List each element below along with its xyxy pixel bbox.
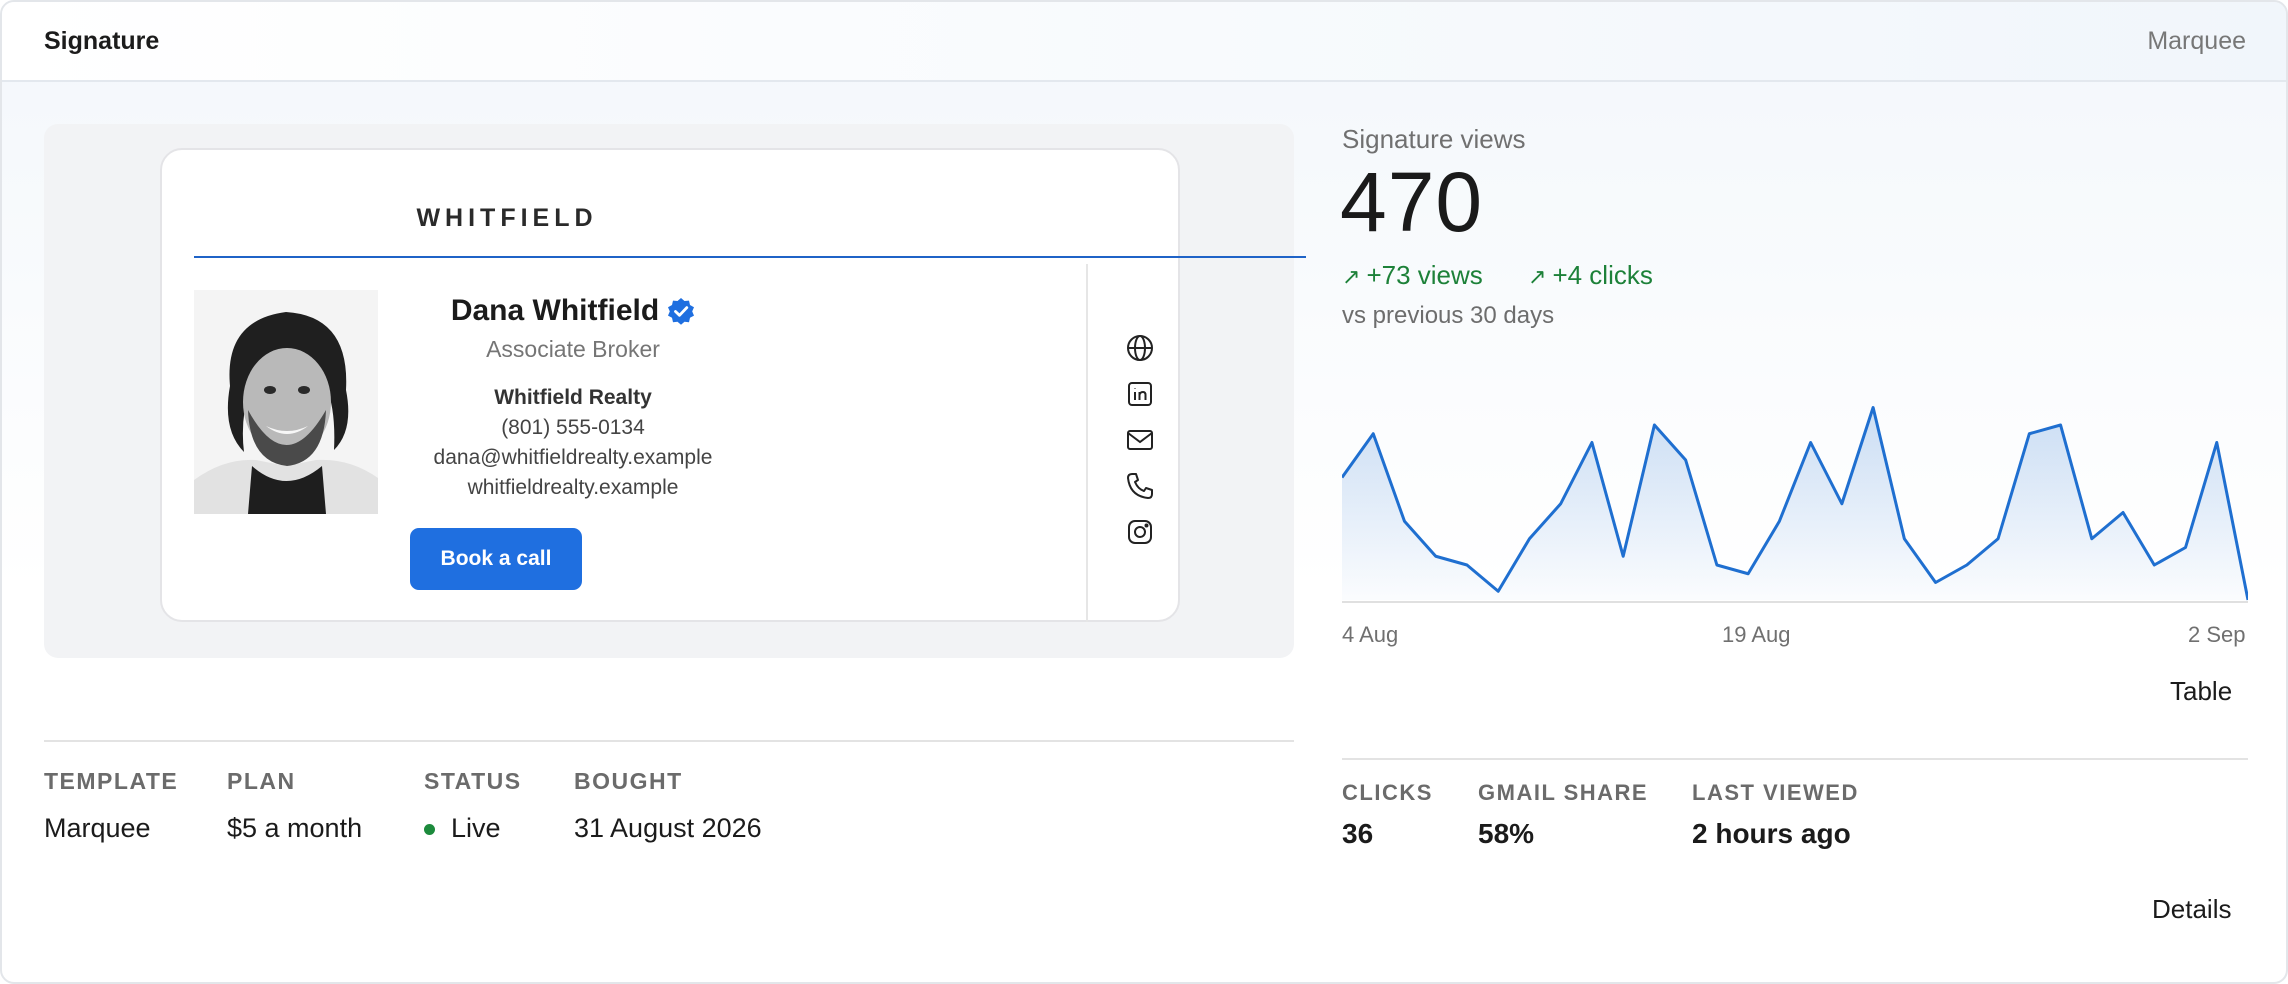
- linkedin-icon[interactable]: [1124, 378, 1156, 410]
- avatar: [194, 290, 378, 514]
- last-viewed-label: LAST VIEWED: [1692, 780, 1859, 805]
- phone-icon[interactable]: [1124, 470, 1156, 502]
- views-area: [1342, 407, 2248, 600]
- meta-plan-value: $5 a month: [227, 813, 363, 843]
- company-name: Whitfield Realty: [494, 386, 652, 409]
- verified-badge-icon: [667, 297, 695, 333]
- meta-status: STATUS Live: [424, 768, 522, 844]
- meta-bought: BOUGHT 31 August 2026: [574, 768, 762, 844]
- clicks-value: 36: [1342, 818, 1374, 849]
- signature-preview: WHITFIELD Dana Whitfield Associa: [44, 124, 1306, 658]
- meta-plan: PLAN $5 a month: [227, 768, 362, 844]
- comparison-period: vs previous 30 days: [1342, 302, 1555, 329]
- contact-name: Dana Whitfield: [450, 294, 660, 327]
- details-link[interactable]: Details: [2152, 894, 2232, 924]
- gmail-share-label: GMAIL SHARE: [1478, 780, 1649, 805]
- globe-icon[interactable]: [1124, 332, 1156, 364]
- social-divider: [1086, 264, 1088, 622]
- live-dot-icon: [424, 824, 435, 835]
- meta-template: TEMPLATE Marquee: [44, 768, 178, 844]
- brand-wordmark: WHITFIELD: [416, 204, 598, 232]
- views-delta-text: +73 views: [1366, 260, 1483, 290]
- contact-name-row: Dana Whitfield: [378, 294, 768, 333]
- panel-header: Signature Marquee: [2, 2, 2286, 82]
- meta-bought-label: BOUGHT: [574, 768, 683, 794]
- trend-up-icon: ↗: [1342, 264, 1361, 289]
- brand-divider: [194, 256, 1306, 258]
- book-a-call-button[interactable]: Book a call: [410, 528, 582, 590]
- contact-website[interactable]: whitfieldrealty.example: [467, 476, 679, 499]
- contact-email[interactable]: dana@whitfieldrealty.example: [433, 446, 713, 469]
- template-name-label: Marquee: [2147, 27, 2246, 55]
- meta-divider: [44, 740, 1294, 742]
- signature-card: WHITFIELD Dana Whitfield Associa: [160, 148, 1306, 622]
- mail-icon[interactable]: [1124, 424, 1156, 456]
- views-chart[interactable]: [1342, 382, 2248, 606]
- summary-gmail-share: GMAIL SHARE 58%: [1478, 780, 1648, 850]
- views-line: [1342, 406, 2248, 601]
- views-total: 470: [1340, 155, 1484, 249]
- page-title: Signature: [44, 27, 160, 55]
- summary-last-viewed: LAST VIEWED 2 hours ago: [1692, 780, 1859, 850]
- clicks-label: CLICKS: [1342, 780, 1433, 805]
- clicks-delta-text: +4 clicks: [1552, 260, 1653, 290]
- views-delta: ↗ +73 views: [1342, 260, 1483, 291]
- summary-clicks: CLICKS 36: [1342, 780, 1433, 850]
- x-tick-2: 2 Sep: [2188, 622, 2246, 647]
- x-tick-0: 4 Aug: [1342, 622, 1399, 647]
- contact-role: Associate Broker: [486, 336, 660, 362]
- clicks-delta: ↗ +4 clicks: [1528, 260, 1653, 291]
- meta-bought-value: 31 August 2026: [574, 813, 762, 843]
- meta-status-label: STATUS: [424, 768, 522, 794]
- avatar-photo: [194, 290, 378, 514]
- meta-template-label: TEMPLATE: [44, 768, 179, 794]
- trend-up-icon: ↗: [1528, 264, 1547, 289]
- views-label: Signature views: [1342, 124, 1526, 154]
- meta-status-value: Live: [451, 813, 501, 843]
- instagram-icon[interactable]: [1124, 516, 1156, 548]
- summary-divider: [1342, 758, 2248, 760]
- x-tick-1: 19 Aug: [1722, 622, 1791, 647]
- meta-plan-label: PLAN: [227, 768, 296, 794]
- contact-phone[interactable]: (801) 555-0134: [501, 416, 645, 439]
- gmail-share-value: 58%: [1478, 818, 1535, 849]
- status-badge: Live: [424, 813, 522, 844]
- table-link[interactable]: Table: [2170, 676, 2233, 706]
- last-viewed-value: 2 hours ago: [1692, 818, 1851, 849]
- meta-template-value: Marquee: [44, 813, 151, 843]
